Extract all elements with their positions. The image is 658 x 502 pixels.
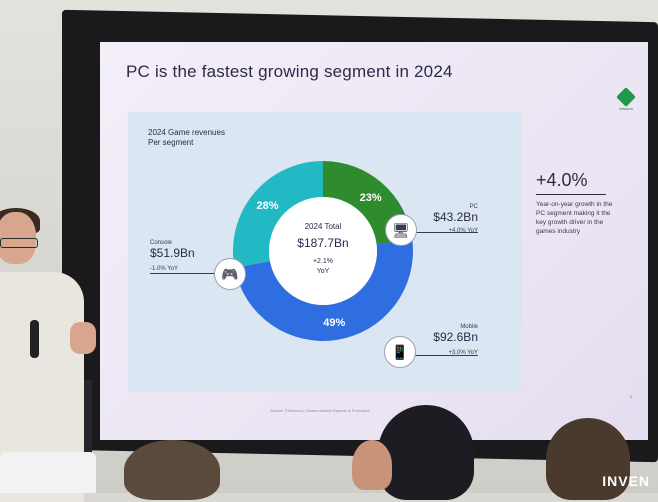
console-divider [150,273,218,274]
audience-head-3 [546,418,630,500]
highlight-rule [536,194,606,195]
presenter [0,208,110,502]
donut-label-console: 28% [257,200,279,212]
donut-center [269,197,377,305]
presentation-slide: PC is the fastest growing segment in 202… [100,42,648,440]
center-label: 2024 Total [305,222,342,231]
center-growth-unit: YoY [317,268,330,275]
watermark: INVEN [602,473,650,489]
audience-head-1 [124,440,220,500]
audience-head-2 [378,405,474,500]
slide-title: PC is the fastest growing segment in 202… [126,62,453,81]
presenter-glasses [0,238,38,248]
highlight-text: Year-on-year growth in the PC segment ma… [536,201,613,235]
center-value: $187.7Bn [297,236,348,250]
pc-label: PC $43.2Bn +4.0% YoY [430,204,478,234]
mobile-value: $92.6Bn [433,330,478,344]
chart-subheading-text: Per segment [148,138,194,147]
page-number: 8 [629,394,632,399]
pc-value: $43.2Bn [433,210,478,224]
podium-stand [0,452,96,493]
highlight-stat: +4.0% Year-on-year growth in the PC segm… [536,170,620,236]
donut-slice-console [233,161,323,268]
pc-growth: +4.0% YoY [448,228,478,234]
donut-chart: 23% 49% 28% 2024 Total $187.7Bn +2.1% YoY [233,161,414,342]
donut-slice-mobile [234,239,414,342]
source-footnote: Source: ©Newzoo | Games Market Reports &… [270,408,370,413]
console-value: $51.9Bn [150,246,195,260]
chart-panel: 2024 Game revenues Per segment 23% 49% 28%… [128,112,522,392]
newzoo-logo: newzoo [616,87,636,112]
presenter-hand [70,322,96,354]
audience-hand [352,440,392,490]
logo-mark-icon [616,87,636,107]
donut-label-pc: 23% [360,192,382,204]
mobile-growth: +3.0% YoY [448,350,478,356]
donut-label-mobile: 49% [323,317,345,329]
center-growth: +2.1% [313,258,333,265]
pc-name: PC [469,204,478,210]
smartphone-icon: 📱 [384,336,416,368]
highlight-value: +4.0% [536,170,588,190]
chart-heading-text: 2024 Game revenues [148,128,225,137]
chart-heading: 2024 Game revenues Per segment [148,128,225,148]
mobile-label: Mobile $92.6Bn +3.0% YoY [430,324,478,356]
mobile-divider [414,355,478,356]
console-label: Console $51.9Bn -1.0% YoY [150,240,195,272]
console-name: Console [150,240,173,246]
pc-icon: 🖥 [385,214,417,246]
microphone [30,320,39,358]
console-growth: -1.0% YoY [150,266,179,272]
pc-divider [414,232,478,233]
gamepad-icon: 🎮 [214,258,246,290]
mobile-name: Mobile [460,324,478,330]
logo-text: newzoo [619,106,633,111]
